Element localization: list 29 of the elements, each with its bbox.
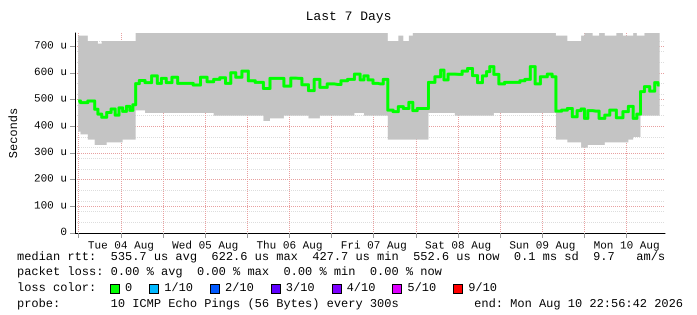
text: 9/10 (468, 281, 498, 295)
x-tick-label: Sun 09 Aug (509, 240, 576, 252)
y-tick-label: 300 u (34, 147, 67, 159)
y-tick-label: 0 (60, 227, 67, 239)
y-axis-title: Seconds (7, 108, 21, 158)
text: 3/10 (286, 281, 315, 295)
x-tick-label: Mon 10 Aug (594, 240, 660, 252)
text: end: Mon Aug 10 22:56:42 2026 (474, 297, 684, 311)
y-tick-label: 500 u (34, 94, 67, 106)
text: loss color: (17, 281, 96, 295)
x-tick-label: Fri 07 Aug (340, 240, 407, 252)
text: 5/10 (407, 281, 436, 295)
y-tick-label: 200 u (34, 174, 67, 186)
y-tick-label: 600 u (34, 67, 67, 79)
y-tick-label: 700 u (34, 40, 67, 52)
text: median rtt: 535.7 us avg 622.6 us max 427.7 us min 552.6 us now 0.1 ms sd 9.7 am/s (17, 250, 666, 264)
text: 1/10 (164, 281, 194, 295)
x-tick-label: Wed 05 Aug (172, 240, 238, 252)
x-tick-label: Tue 04 Aug (88, 240, 154, 252)
text: packet loss: 0.00 % avg 0.00 % max 0.00 % min 0.00 % now (17, 265, 443, 279)
x-tick-label: Sat 08 Aug (425, 240, 492, 252)
text: 0 (125, 281, 132, 295)
text: probe: 10 ICMP Echo Pings (56 Bytes) every 300s (17, 297, 399, 311)
chart-title: Last 7 Days (306, 9, 392, 24)
x-tick-label: Thu 06 Aug (256, 240, 322, 252)
y-tick-label: 100 u (34, 200, 67, 212)
text: 2/10 (225, 281, 254, 295)
y-tick-label: 400 u (34, 120, 67, 132)
text: 4/10 (346, 281, 376, 295)
